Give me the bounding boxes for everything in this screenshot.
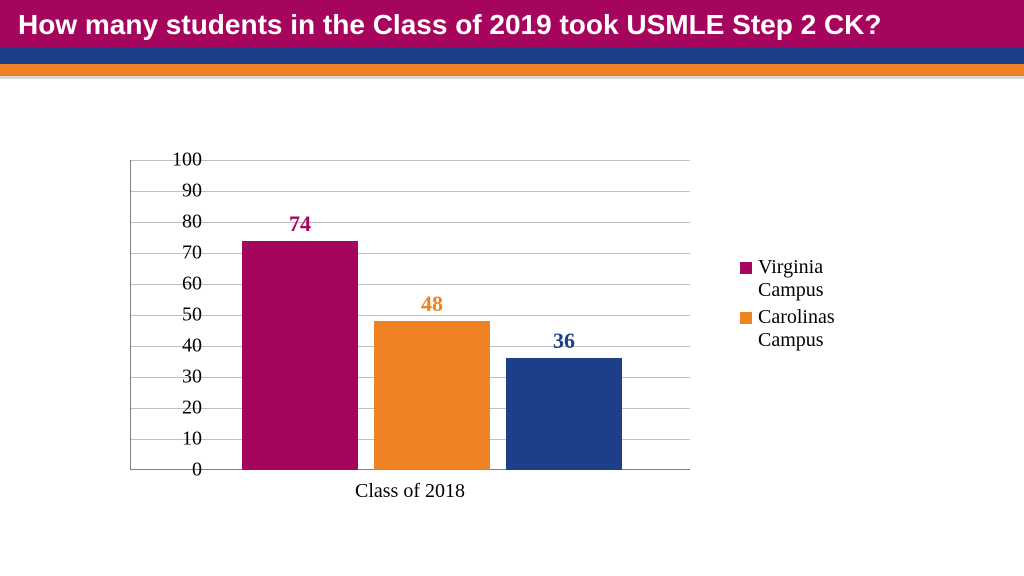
legend: VirginiaCampusCarolinasCampus xyxy=(740,256,835,356)
legend-label: CarolinasCampus xyxy=(758,306,835,352)
bar-value-label: 74 xyxy=(242,211,358,237)
bar-virginia: 74 xyxy=(242,241,358,470)
legend-label: VirginiaCampus xyxy=(758,256,824,302)
legend-item: CarolinasCampus xyxy=(740,306,835,352)
header-stripe xyxy=(0,76,1024,79)
legend-item: VirginiaCampus xyxy=(740,256,835,302)
bar-carolinas: 48 xyxy=(374,321,490,470)
chart: 0102030405060708090100 744836 Class of 2… xyxy=(70,150,710,510)
legend-swatch xyxy=(740,262,752,274)
header-stripe xyxy=(0,64,1024,76)
bar-third: 36 xyxy=(506,358,622,470)
bar-value-label: 36 xyxy=(506,328,622,354)
header-stripe xyxy=(0,48,1024,64)
header-band: How many students in the Class of 2019 t… xyxy=(0,0,1024,79)
x-axis-label: Class of 2018 xyxy=(130,480,690,503)
legend-swatch xyxy=(740,312,752,324)
page-title: How many students in the Class of 2019 t… xyxy=(18,8,1006,42)
header-stripes xyxy=(0,48,1024,79)
bar-value-label: 48 xyxy=(374,291,490,317)
bars-layer: 744836 xyxy=(130,160,690,470)
title-bar: How many students in the Class of 2019 t… xyxy=(0,0,1024,48)
